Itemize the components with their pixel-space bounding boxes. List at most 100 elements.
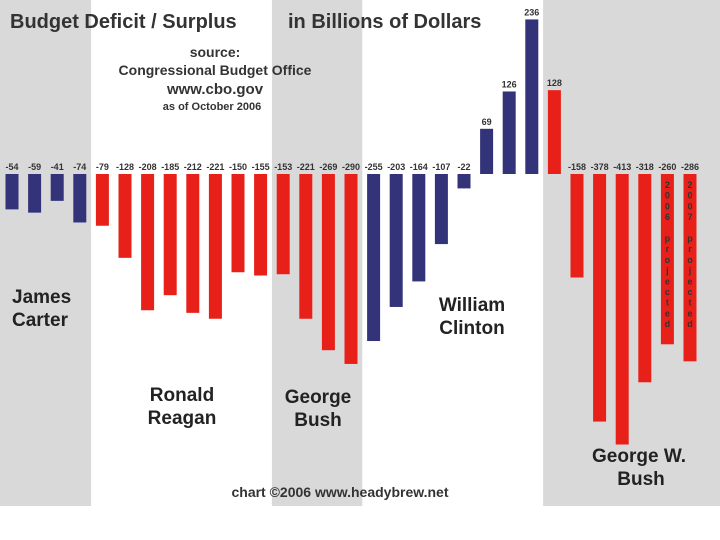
bar bbox=[502, 91, 516, 174]
projected-letter: 0 bbox=[687, 191, 692, 201]
bar bbox=[50, 174, 64, 201]
projected-letter: o bbox=[687, 255, 693, 265]
president-gwbush-first: George W. bbox=[592, 446, 686, 467]
value-label: -260 bbox=[658, 162, 676, 172]
projected-letter: j bbox=[688, 266, 692, 276]
source-date: as of October 2006 bbox=[163, 101, 261, 113]
value-label: -54 bbox=[5, 162, 18, 172]
bar bbox=[593, 174, 607, 422]
value-label: -158 bbox=[568, 162, 586, 172]
president-reagan-first: Ronald bbox=[150, 385, 214, 406]
bar bbox=[118, 174, 132, 258]
bar bbox=[276, 174, 290, 275]
president-clinton-last: Clinton bbox=[439, 318, 504, 339]
president-carter-last: Carter bbox=[12, 310, 69, 331]
value-label: -74 bbox=[73, 162, 86, 172]
bar bbox=[570, 174, 584, 278]
chart-title-left: Budget Deficit / Surplus bbox=[10, 11, 237, 33]
value-label: -318 bbox=[636, 162, 654, 172]
projected-letter: p bbox=[687, 234, 693, 244]
value-label: 236 bbox=[524, 7, 539, 17]
projected-letter: d bbox=[687, 319, 693, 329]
projected-letter: c bbox=[687, 287, 692, 297]
projected-letter: o bbox=[665, 255, 671, 265]
bar bbox=[254, 174, 268, 276]
projected-letter: 0 bbox=[665, 201, 670, 211]
value-label: -286 bbox=[681, 162, 699, 172]
value-label: -255 bbox=[365, 162, 383, 172]
value-label: -79 bbox=[96, 162, 109, 172]
projected-letter: e bbox=[665, 276, 670, 286]
president-bush-first: George bbox=[285, 387, 352, 408]
bar bbox=[457, 174, 471, 189]
bar bbox=[480, 128, 494, 174]
value-label: -185 bbox=[161, 162, 179, 172]
bar bbox=[638, 174, 652, 383]
value-label: -22 bbox=[457, 162, 470, 172]
era-band-carter bbox=[0, 0, 92, 506]
bar bbox=[299, 174, 313, 319]
projected-letter: 0 bbox=[665, 191, 670, 201]
projected-letter: 7 bbox=[687, 212, 692, 222]
president-carter-first: James bbox=[12, 287, 71, 308]
value-label: -221 bbox=[206, 162, 224, 172]
president-reagan-last: Reagan bbox=[148, 408, 217, 429]
value-label: 128 bbox=[547, 78, 562, 88]
bar bbox=[525, 19, 539, 175]
bar bbox=[344, 174, 358, 364]
source-label: source: bbox=[190, 44, 241, 60]
president-clinton-first: William bbox=[439, 295, 505, 316]
bar bbox=[5, 174, 19, 210]
bar bbox=[434, 174, 448, 245]
projected-letter: r bbox=[666, 244, 670, 254]
bar bbox=[547, 90, 561, 174]
value-label: -59 bbox=[28, 162, 41, 172]
bar bbox=[231, 174, 245, 273]
projected-letter: t bbox=[666, 298, 669, 308]
value-label: -290 bbox=[342, 162, 360, 172]
chart-credit: chart ©2006 www.headybrew.net bbox=[231, 484, 448, 500]
projected-letter: r bbox=[688, 244, 692, 254]
bar bbox=[389, 174, 403, 307]
projected-letter: c bbox=[665, 287, 670, 297]
value-label: -164 bbox=[410, 162, 428, 172]
bar bbox=[208, 174, 222, 319]
bar bbox=[367, 174, 381, 342]
bar bbox=[321, 174, 335, 351]
projected-letter: 2 bbox=[687, 180, 692, 190]
president-bush-last: Bush bbox=[294, 410, 342, 431]
value-label: -378 bbox=[591, 162, 609, 172]
projected-letter: j bbox=[665, 266, 669, 276]
projected-letter: e bbox=[687, 308, 692, 318]
projected-letter: 2 bbox=[665, 180, 670, 190]
bar bbox=[186, 174, 200, 313]
bar bbox=[95, 174, 109, 226]
value-label: -153 bbox=[274, 162, 292, 172]
value-label: -107 bbox=[432, 162, 450, 172]
projected-letter: d bbox=[665, 319, 671, 329]
projected-letter: t bbox=[689, 298, 692, 308]
value-label: -413 bbox=[613, 162, 631, 172]
projected-letter: p bbox=[665, 234, 671, 244]
bar bbox=[412, 174, 426, 282]
projected-letter: e bbox=[665, 308, 670, 318]
value-label: -155 bbox=[252, 162, 270, 172]
projected-letter: 6 bbox=[665, 212, 670, 222]
value-label: -221 bbox=[297, 162, 315, 172]
value-label: 69 bbox=[482, 117, 492, 127]
value-label: -208 bbox=[139, 162, 157, 172]
bar bbox=[28, 174, 42, 213]
bar bbox=[163, 174, 177, 296]
value-label: -203 bbox=[387, 162, 405, 172]
bar bbox=[683, 174, 697, 362]
value-label: 126 bbox=[502, 79, 517, 89]
projected-letter: e bbox=[687, 276, 692, 286]
source-org: Congressional Budget Office bbox=[119, 62, 312, 78]
value-label: -128 bbox=[116, 162, 134, 172]
value-label: -269 bbox=[319, 162, 337, 172]
bar bbox=[141, 174, 155, 311]
president-gwbush-last: Bush bbox=[617, 469, 665, 490]
source-url: www.cbo.gov bbox=[166, 81, 264, 98]
bar bbox=[615, 174, 629, 445]
